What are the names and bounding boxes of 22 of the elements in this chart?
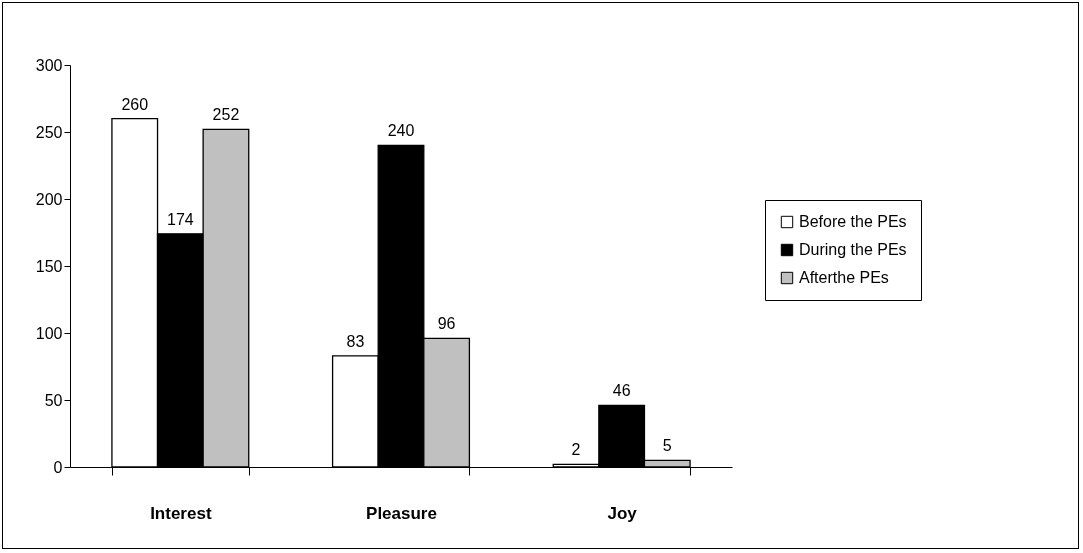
y-tick-label: 150 xyxy=(35,257,63,275)
data-label: 83 xyxy=(346,332,365,350)
data-label: 46 xyxy=(612,382,631,400)
data-label: 252 xyxy=(212,106,240,124)
y-tick-label: 50 xyxy=(44,391,63,409)
legend-label: During the PEs xyxy=(799,241,907,258)
y-tick-label: 200 xyxy=(35,190,63,208)
data-label: 240 xyxy=(387,122,415,140)
data-label: 5 xyxy=(662,437,672,455)
x-tick-label: Interest xyxy=(150,503,212,523)
legend-label: Afterthe PEs xyxy=(799,269,889,286)
x-tick-label: Joy xyxy=(607,503,638,523)
y-tick-label: 100 xyxy=(35,324,63,342)
x-tick-label: Pleasure xyxy=(366,503,437,523)
data-label: 2 xyxy=(571,441,581,459)
y-tick-label: 250 xyxy=(35,123,63,141)
data-label: 260 xyxy=(121,95,149,113)
y-tick-label: 0 xyxy=(53,458,63,476)
data-label: 96 xyxy=(437,315,456,333)
data-label: 174 xyxy=(166,210,194,228)
legend-label: Before the PEs xyxy=(799,213,907,230)
y-tick-label: 300 xyxy=(35,56,63,74)
